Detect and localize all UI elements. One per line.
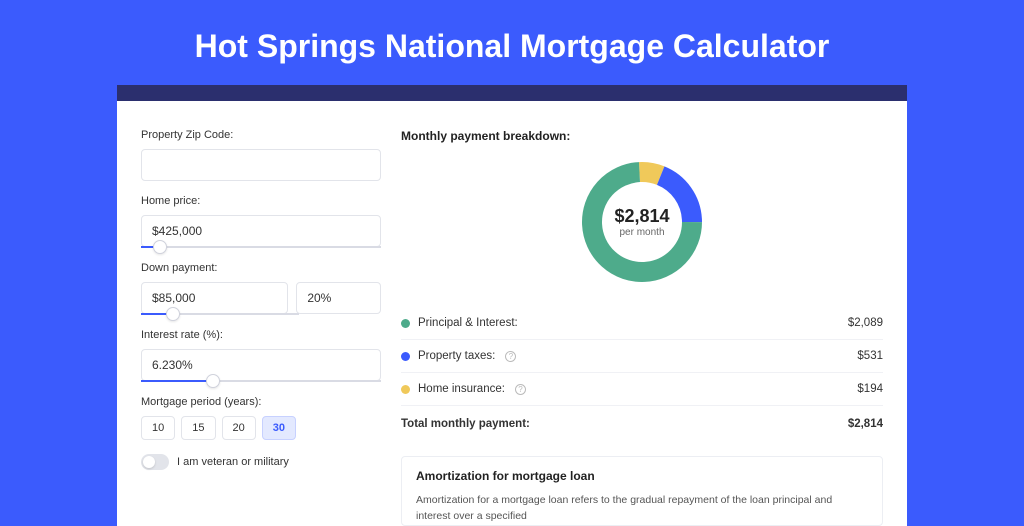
veteran-toggle[interactable] bbox=[141, 454, 169, 470]
calculator-card: Property Zip Code: Home price: Down paym… bbox=[117, 101, 907, 526]
interest-label: Interest rate (%): bbox=[141, 329, 381, 341]
veteran-label: I am veteran or military bbox=[177, 456, 289, 468]
period-btn-30[interactable]: 30 bbox=[262, 416, 296, 440]
legend-list: Principal & Interest: $2,089 Property taxe… bbox=[401, 307, 883, 406]
legend-dot bbox=[401, 385, 410, 394]
donut-chart: $2,814 per month bbox=[577, 157, 707, 287]
zip-field-group: Property Zip Code: bbox=[141, 129, 381, 181]
down-payment-label: Down payment: bbox=[141, 262, 381, 274]
home-price-label: Home price: bbox=[141, 195, 381, 207]
period-label: Mortgage period (years): bbox=[141, 396, 381, 408]
legend-label: Property taxes: bbox=[418, 350, 495, 362]
home-price-slider[interactable] bbox=[141, 246, 381, 248]
donut-center-value: $2,814 bbox=[614, 206, 669, 227]
down-payment-pct-input[interactable] bbox=[296, 282, 381, 314]
donut-center: $2,814 per month bbox=[577, 157, 707, 287]
breakdown-column: Monthly payment breakdown: $2,814 per mo… bbox=[401, 129, 883, 526]
legend-label: Home insurance: bbox=[418, 383, 505, 395]
period-btn-15[interactable]: 15 bbox=[181, 416, 215, 440]
legend-dot bbox=[401, 319, 410, 328]
interest-slider-thumb[interactable] bbox=[206, 374, 220, 388]
legend-total-row: Total monthly payment: $2,814 bbox=[401, 406, 883, 440]
zip-input[interactable] bbox=[141, 149, 381, 181]
period-buttons: 1015 2030 bbox=[141, 416, 381, 440]
amortization-text: Amortization for a mortgage loan refers … bbox=[416, 493, 868, 525]
amortization-title: Amortization for mortgage loan bbox=[416, 469, 868, 483]
legend-label: Principal & Interest: bbox=[418, 317, 518, 329]
donut-center-sub: per month bbox=[619, 227, 664, 238]
legend-value: $2,089 bbox=[848, 317, 883, 329]
home-price-slider-thumb[interactable] bbox=[153, 240, 167, 254]
form-column: Property Zip Code: Home price: Down paym… bbox=[141, 129, 381, 526]
down-payment-field-group: Down payment: bbox=[141, 262, 381, 315]
period-field-group: Mortgage period (years): 1015 2030 bbox=[141, 396, 381, 440]
veteran-toggle-knob bbox=[143, 456, 155, 468]
legend-row: Principal & Interest: $2,089 bbox=[401, 307, 883, 340]
legend-row: Home insurance:? $194 bbox=[401, 373, 883, 406]
home-price-input[interactable] bbox=[141, 215, 381, 247]
period-btn-10[interactable]: 10 bbox=[141, 416, 175, 440]
interest-slider[interactable] bbox=[141, 380, 381, 382]
veteran-toggle-row: I am veteran or military bbox=[141, 454, 381, 470]
home-price-field-group: Home price: bbox=[141, 195, 381, 248]
info-icon[interactable]: ? bbox=[515, 384, 526, 395]
legend-dot bbox=[401, 352, 410, 361]
interest-input[interactable] bbox=[141, 349, 381, 381]
page-title: Hot Springs National Mortgage Calculator bbox=[0, 0, 1024, 85]
down-payment-slider-thumb[interactable] bbox=[166, 307, 180, 321]
total-label: Total monthly payment: bbox=[401, 418, 530, 430]
legend-value: $531 bbox=[857, 350, 883, 362]
amortization-box: Amortization for mortgage loan Amortizat… bbox=[401, 456, 883, 526]
period-btn-20[interactable]: 20 bbox=[222, 416, 256, 440]
down-payment-input[interactable] bbox=[141, 282, 288, 314]
breakdown-title: Monthly payment breakdown: bbox=[401, 129, 883, 143]
interest-field-group: Interest rate (%): bbox=[141, 329, 381, 382]
legend-row: Property taxes:? $531 bbox=[401, 340, 883, 373]
header-band bbox=[117, 85, 907, 101]
total-value: $2,814 bbox=[848, 418, 883, 430]
donut-chart-wrap: $2,814 per month bbox=[401, 157, 883, 287]
legend-value: $194 bbox=[857, 383, 883, 395]
down-payment-slider[interactable] bbox=[141, 313, 299, 315]
zip-label: Property Zip Code: bbox=[141, 129, 381, 141]
info-icon[interactable]: ? bbox=[505, 351, 516, 362]
